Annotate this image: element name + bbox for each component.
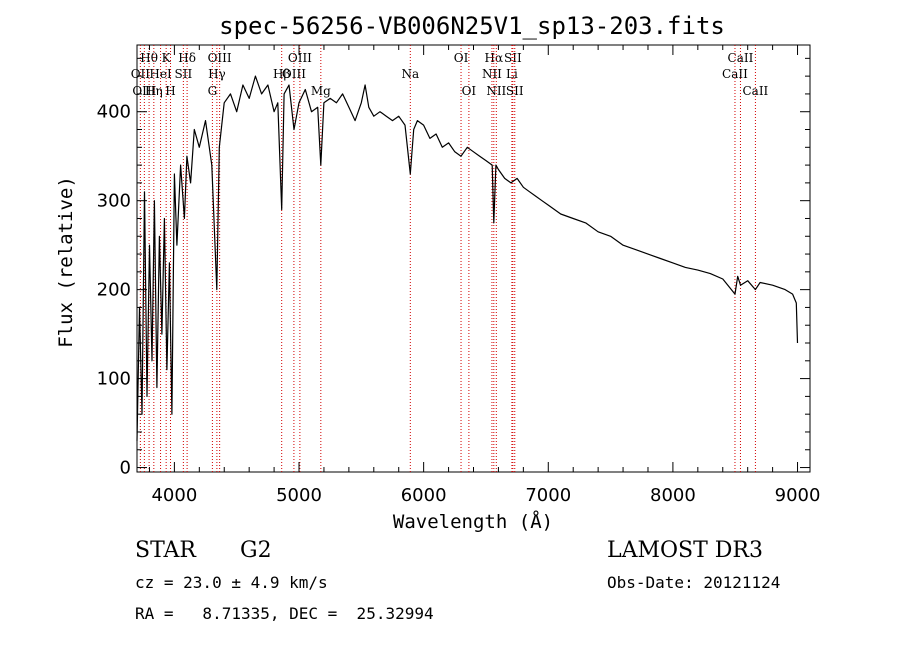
line-marker-label: G — [208, 84, 218, 98]
line-marker-label: OIII — [288, 51, 312, 65]
line-marker-label: OIII — [208, 51, 232, 65]
line-marker-label: Hγ — [208, 67, 226, 81]
y-tick-label: 100 — [97, 369, 131, 390]
x-axis-ticks: 4000 5000 6000 7000 8000 9000 — [148, 45, 821, 506]
spectrum-series — [136, 75, 799, 441]
line-marker-label: Hθ — [140, 51, 158, 65]
y-tick-label: 0 — [120, 458, 131, 479]
line-marker-label: OI — [462, 84, 477, 98]
observation-date: Obs-Date: 20121124 — [607, 573, 781, 592]
x-tick-label: 8000 — [650, 485, 696, 506]
line-marker-label: SII — [506, 84, 524, 98]
line-marker-label: Mg — [311, 84, 331, 98]
line-marker-label: OIII — [282, 67, 306, 81]
y-axis-label: Flux (relative) — [55, 176, 77, 348]
line-marker-label: CaII — [728, 51, 754, 65]
line-marker-label: Hα — [485, 51, 504, 65]
line-marker-label: Li — [506, 67, 518, 81]
line-marker-label: K — [162, 51, 172, 65]
line-marker-label: NII — [482, 67, 502, 81]
y-tick-label: 300 — [97, 191, 131, 212]
line-marker-label: HeI — [149, 67, 172, 81]
coordinates: RA = 8.71335, DEC = 25.32994 — [135, 604, 434, 623]
line-marker-label: SII — [175, 67, 193, 81]
y-axis-ticks: 0 100 200 300 400 — [97, 57, 810, 479]
y-tick-label: 400 — [97, 102, 131, 123]
line-markers: HθOIIOIIIKHeIHηHδSIIHOIIIHγGOIIIOIIIHβMg… — [131, 45, 769, 472]
line-marker-label: Na — [401, 67, 419, 81]
chart-title: spec-56256-VB006N25V1_sp13-203.fits — [219, 12, 725, 40]
spectrum-line — [136, 75, 799, 441]
redshift-velocity: cz = 23.0 ± 4.9 km/s — [135, 573, 328, 592]
line-marker-label: SII — [504, 51, 522, 65]
line-marker-label: OIII — [132, 84, 156, 98]
line-marker-label: Hβ — [273, 67, 290, 81]
survey-label: LAMOST DR3 — [607, 538, 763, 563]
line-marker-label: NII — [486, 84, 506, 98]
line-marker-label: CaII — [742, 84, 768, 98]
line-marker-label: OII — [131, 67, 151, 81]
line-marker-label: OI — [454, 51, 469, 65]
x-tick-label: 4000 — [151, 485, 197, 506]
x-tick-label: 9000 — [775, 485, 821, 506]
object-subclass: G2 — [240, 538, 272, 563]
line-marker-label: CaII — [722, 67, 748, 81]
plot-frame — [136, 44, 811, 473]
line-marker-label: H — [165, 84, 175, 98]
x-tick-label: 5000 — [276, 485, 322, 506]
line-marker-label: Hη — [145, 84, 163, 98]
x-tick-label: 6000 — [401, 485, 447, 506]
x-axis-label: Wavelength (Å) — [393, 510, 553, 533]
x-tick-label: 7000 — [525, 485, 571, 506]
line-marker-label: Hδ — [178, 51, 196, 65]
object-class: STAR — [135, 538, 196, 563]
y-tick-label: 200 — [97, 280, 131, 301]
